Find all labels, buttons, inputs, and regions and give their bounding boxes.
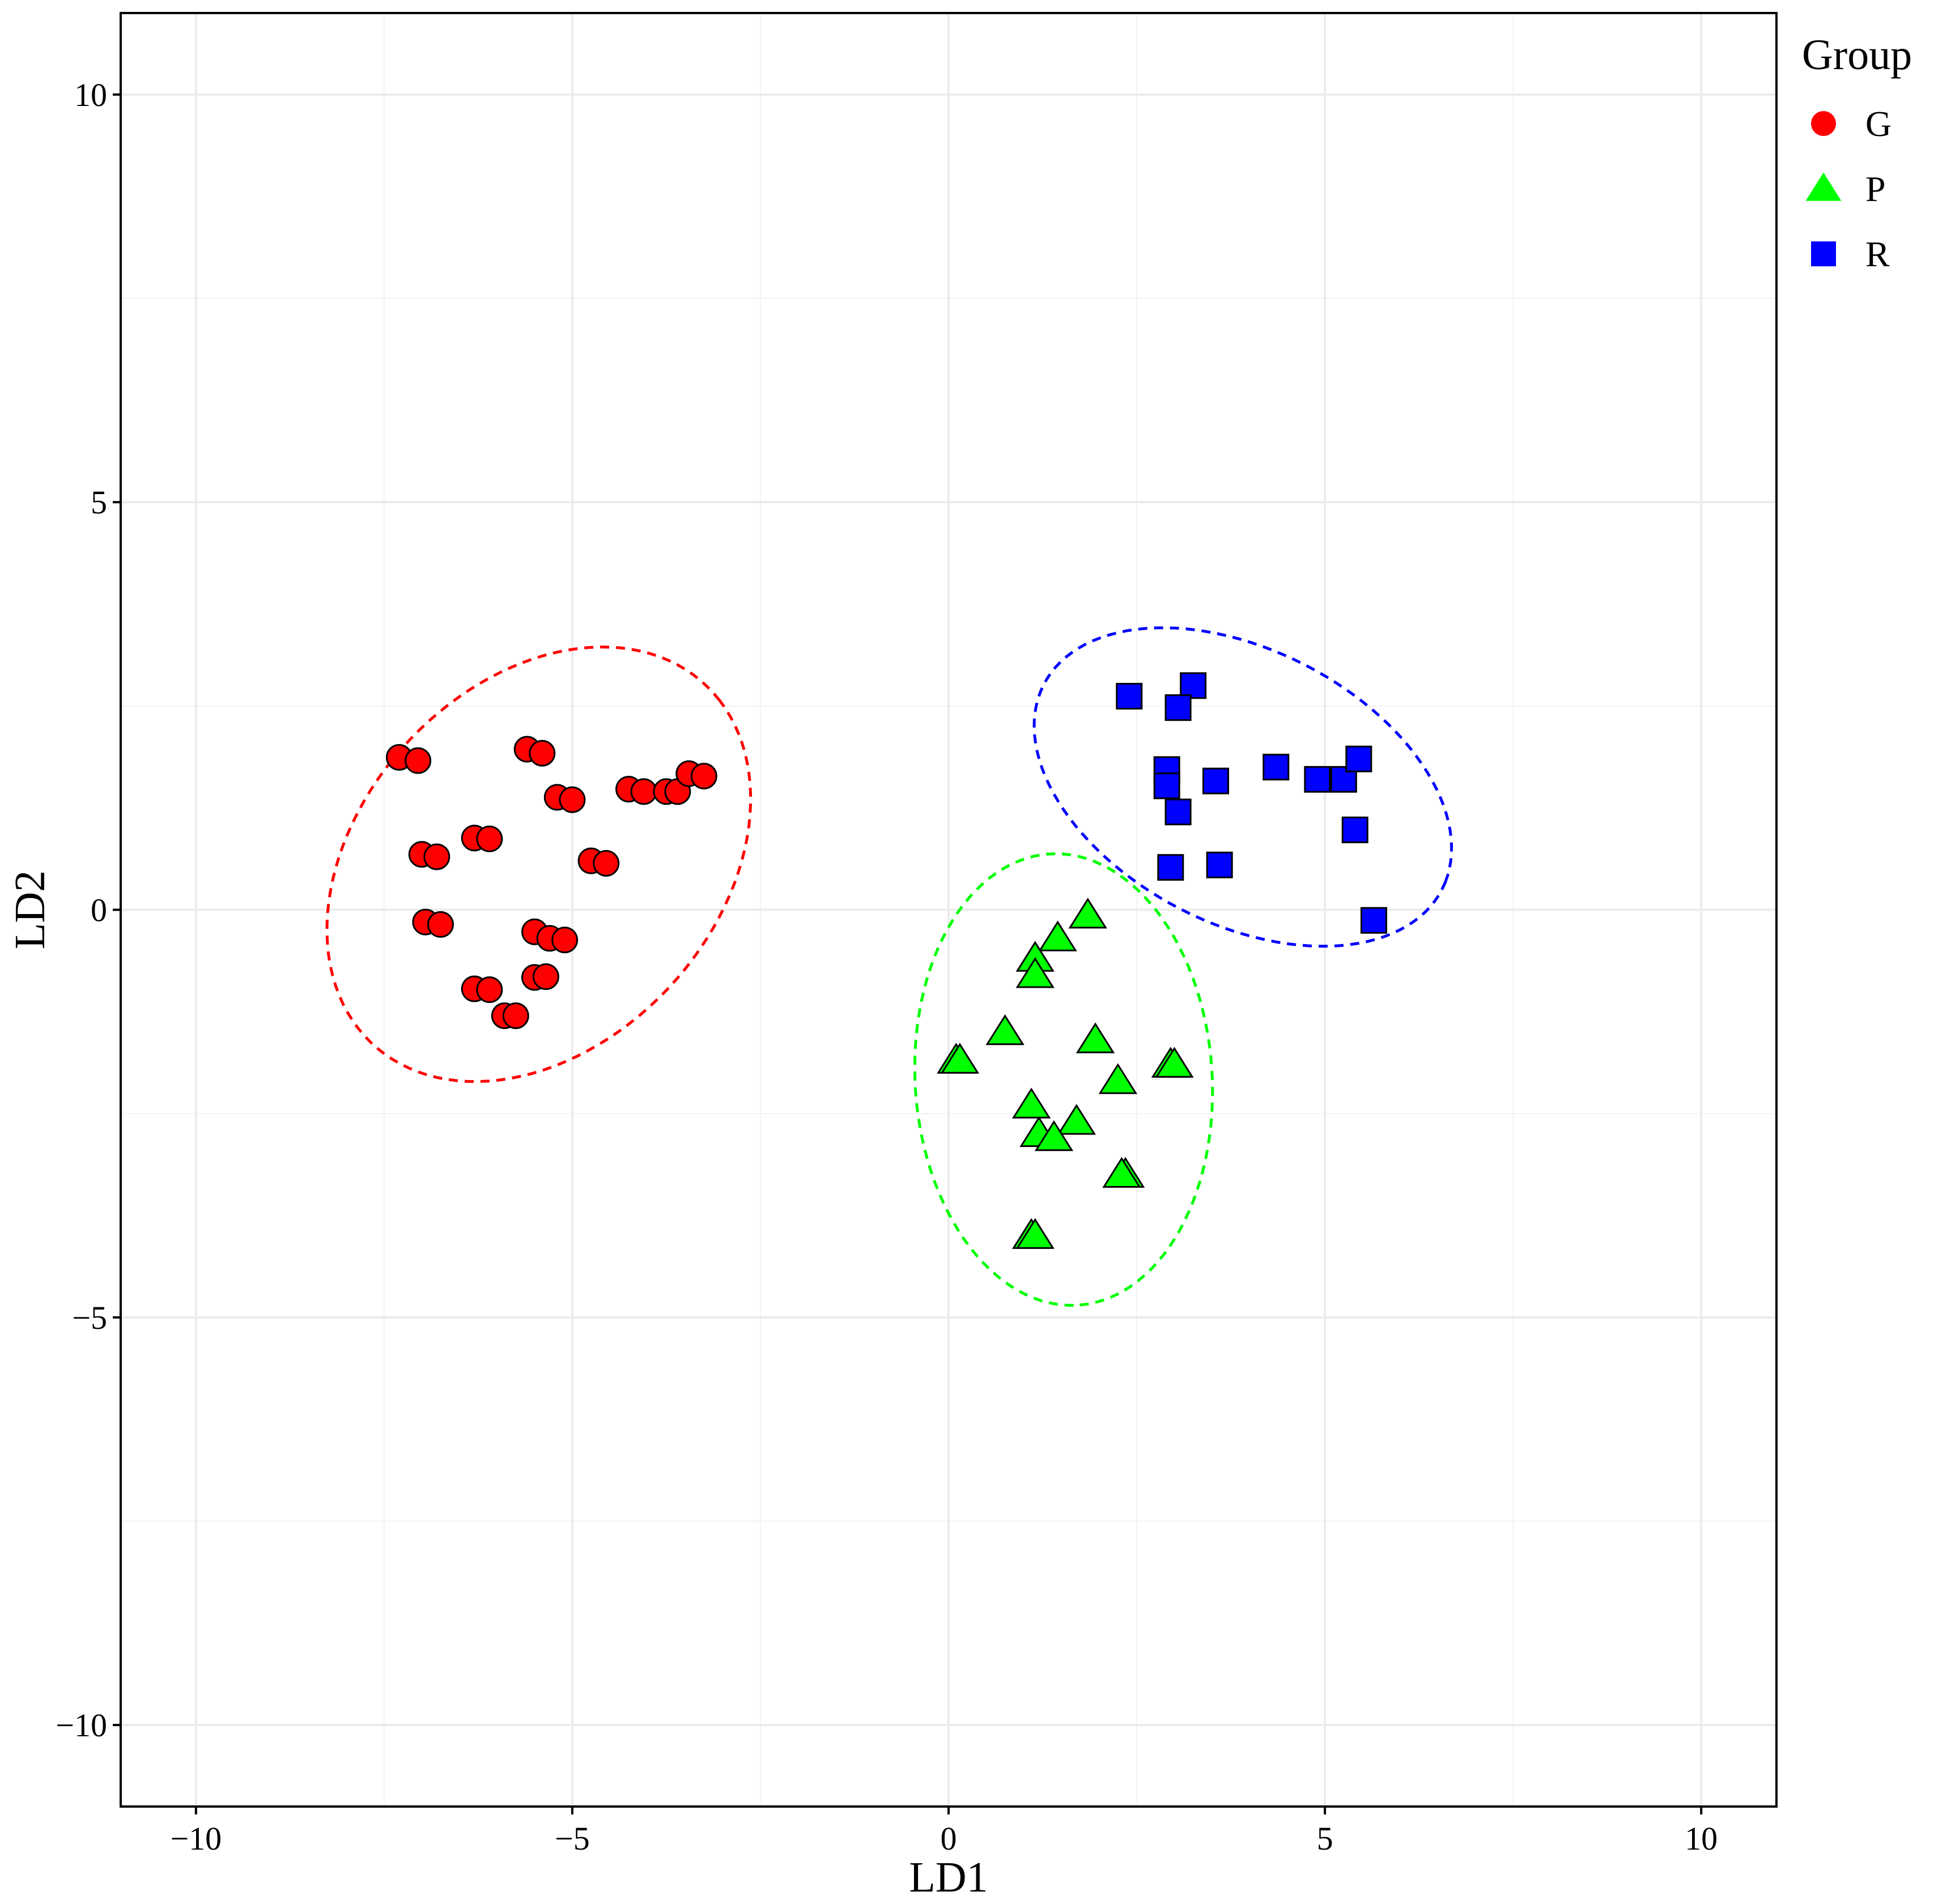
x-tick-label: 0 xyxy=(941,1820,957,1857)
data-point-R xyxy=(1202,767,1230,794)
data-point-R xyxy=(1157,854,1184,881)
legend-key-P xyxy=(1805,172,1842,201)
data-point-R xyxy=(1180,672,1207,699)
data-point-G xyxy=(593,849,620,877)
data-point-P xyxy=(1057,1104,1096,1135)
data-point-P xyxy=(1015,1218,1055,1249)
data-point-G xyxy=(690,763,717,790)
y-tick-label: 0 xyxy=(91,892,107,929)
data-point-P xyxy=(1011,1087,1051,1119)
x-axis-title: LD1 xyxy=(909,1854,988,1901)
data-point-P xyxy=(1102,1157,1141,1188)
confidence-ellipse-G xyxy=(325,645,753,1083)
data-point-R xyxy=(1341,817,1368,844)
data-point-R xyxy=(1153,772,1180,800)
x-tick-label: 10 xyxy=(1685,1820,1718,1857)
data-point-G xyxy=(529,740,556,767)
legend-key-G xyxy=(1811,111,1836,136)
confidence-ellipse-P xyxy=(913,852,1214,1307)
y-tick-label: 5 xyxy=(91,484,107,521)
legend-label-G: G xyxy=(1865,104,1892,144)
data-point-R xyxy=(1206,851,1233,878)
y-tick-label: −10 xyxy=(56,1707,107,1744)
plot-area: −10 −5 0 5 10 −10 −5 0 5 10 xyxy=(56,12,1778,1857)
data-point-G xyxy=(502,1002,529,1030)
data-point-P xyxy=(1155,1047,1194,1078)
data-point-R xyxy=(1164,694,1192,721)
data-point-R xyxy=(1360,907,1387,934)
data-point-G xyxy=(476,825,503,852)
y-tick-label: 10 xyxy=(74,76,107,113)
data-point-R xyxy=(1263,754,1290,781)
data-point-G xyxy=(532,963,559,990)
legend: Group GPR xyxy=(1802,31,1912,274)
data-point-G xyxy=(551,926,579,954)
data-point-P xyxy=(940,1043,980,1074)
y-tick-label: −5 xyxy=(72,1299,107,1336)
legend-label-R: R xyxy=(1865,234,1890,274)
data-point-P xyxy=(1034,1120,1074,1151)
legend-label-P: P xyxy=(1865,169,1886,209)
data-point-G xyxy=(559,786,586,813)
x-tick-label: −5 xyxy=(555,1820,590,1857)
data-point-P xyxy=(985,1014,1025,1046)
data-point-P xyxy=(1068,898,1107,929)
data-point-P xyxy=(1098,1063,1138,1094)
data-point-R xyxy=(1345,745,1372,772)
legend-key-R xyxy=(1811,241,1836,266)
data-point-P xyxy=(1076,1022,1115,1053)
data-point-G xyxy=(476,976,503,1003)
data-point-G xyxy=(427,911,454,938)
data-point-G xyxy=(423,843,450,870)
x-tick-label: 5 xyxy=(1317,1820,1333,1857)
data-point-P xyxy=(1038,920,1077,951)
y-axis-title: LD2 xyxy=(6,870,54,949)
x-tick-label: −10 xyxy=(170,1820,222,1857)
data-point-R xyxy=(1116,683,1143,710)
data-point-R xyxy=(1164,798,1192,826)
data-point-G xyxy=(405,747,432,774)
data-point-R xyxy=(1304,766,1331,793)
legend-title: Group xyxy=(1802,31,1912,79)
data-point-G xyxy=(630,778,657,805)
data-point-P xyxy=(1015,957,1055,988)
confidence-ellipse-R xyxy=(1032,626,1453,948)
